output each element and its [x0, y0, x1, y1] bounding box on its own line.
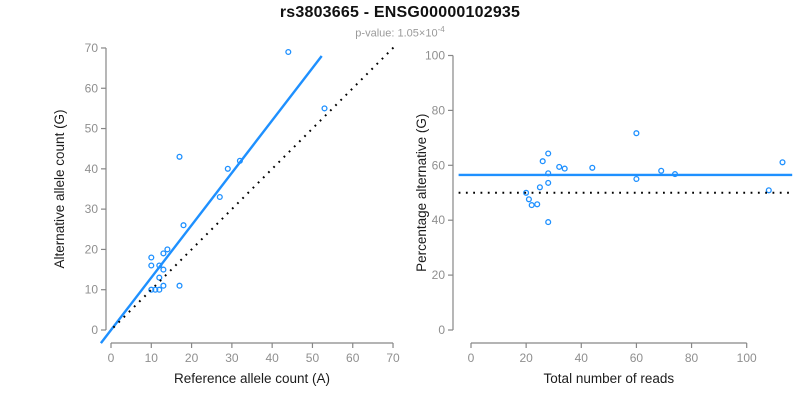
y-tick-label: 100 — [425, 49, 445, 63]
y-tick-label: 20 — [432, 268, 446, 282]
data-point — [160, 250, 167, 257]
x-tick-label: 10 — [145, 351, 159, 365]
x-tick-label: 20 — [519, 351, 533, 365]
right-plot: 0 20 40 60 80 100 0 20 40 60 80 100 Total number of … — [414, 49, 793, 386]
data-point — [633, 175, 640, 183]
data-point — [545, 150, 552, 157]
data-point — [148, 286, 155, 293]
data-point — [224, 165, 231, 172]
x-tick-label: 80 — [685, 351, 699, 365]
data-point — [176, 153, 183, 160]
data-point — [285, 48, 292, 56]
y-axis-title: Percentage alternative (G) — [414, 114, 429, 272]
x-tick-label: 100 — [737, 351, 757, 365]
data-point — [160, 282, 167, 289]
data-point — [561, 165, 568, 172]
y-tick-label: 60 — [85, 81, 99, 95]
points-group — [523, 130, 786, 226]
points-group — [148, 48, 328, 293]
identity-line — [112, 44, 397, 329]
y-tick-label: 60 — [432, 158, 446, 172]
y-tick-label: 0 — [91, 323, 98, 337]
y-tick-label: 70 — [85, 41, 99, 55]
data-point — [765, 187, 772, 194]
x-axis-title: Total number of reads — [544, 371, 675, 386]
data-point — [525, 196, 532, 203]
data-point — [536, 184, 543, 191]
data-point — [556, 163, 563, 170]
x-tick-label: 0 — [108, 351, 115, 365]
data-point — [523, 189, 530, 196]
left-plot: 0 10 20 30 40 50 60 70 0 10 20 30 40 50 60 70 Reference … — [52, 41, 400, 386]
x-tick-label: 40 — [575, 351, 589, 365]
x-axis-title: Reference allele count (A) — [174, 371, 330, 386]
y-tick-label: 80 — [432, 103, 446, 117]
data-point — [176, 282, 183, 289]
data-point — [160, 266, 167, 273]
x-tick-label: 70 — [386, 351, 400, 365]
x-tick-label: 60 — [630, 351, 644, 365]
data-point — [545, 179, 552, 186]
data-point — [156, 286, 163, 293]
data-point — [779, 159, 786, 166]
figure-title: rs3803665 - ENSG00000102935 — [279, 4, 521, 21]
x-tick-label: 50 — [306, 351, 320, 365]
x-tick-label: 0 — [468, 351, 475, 365]
data-point — [164, 246, 171, 253]
data-point — [589, 164, 596, 171]
data-point — [534, 201, 541, 208]
y-tick-label: 10 — [85, 283, 99, 297]
y-tick-label: 30 — [85, 202, 99, 216]
y-tick-label: 40 — [432, 213, 446, 227]
pvalue-exponent: -4 — [437, 25, 445, 34]
data-point — [148, 254, 155, 261]
x-tick-label: 30 — [225, 351, 239, 365]
data-point — [539, 158, 546, 165]
data-point — [180, 222, 187, 229]
data-point — [528, 202, 535, 209]
data-point — [216, 193, 223, 201]
y-tick-label: 50 — [85, 122, 99, 136]
x-tick-label: 60 — [346, 351, 360, 365]
data-point — [633, 130, 640, 137]
figure-subtitle: p-value: 1.05×10-4 — [0, 25, 800, 40]
data-point — [545, 219, 552, 226]
y-tick-label: 20 — [85, 242, 99, 256]
y-tick-label: 0 — [438, 323, 445, 337]
data-point — [152, 286, 159, 293]
regression-line — [99, 55, 323, 344]
pvalue-text: p-value: 1.05×10 — [355, 27, 438, 40]
x-tick-label: 20 — [185, 351, 199, 365]
data-point — [148, 262, 155, 269]
y-tick-label: 40 — [85, 162, 99, 176]
data-point — [658, 167, 665, 174]
data-point — [156, 274, 163, 281]
data-point — [321, 105, 328, 112]
y-axis-title: Alternative allele count (G) — [52, 109, 67, 268]
x-tick-label: 40 — [265, 351, 279, 365]
